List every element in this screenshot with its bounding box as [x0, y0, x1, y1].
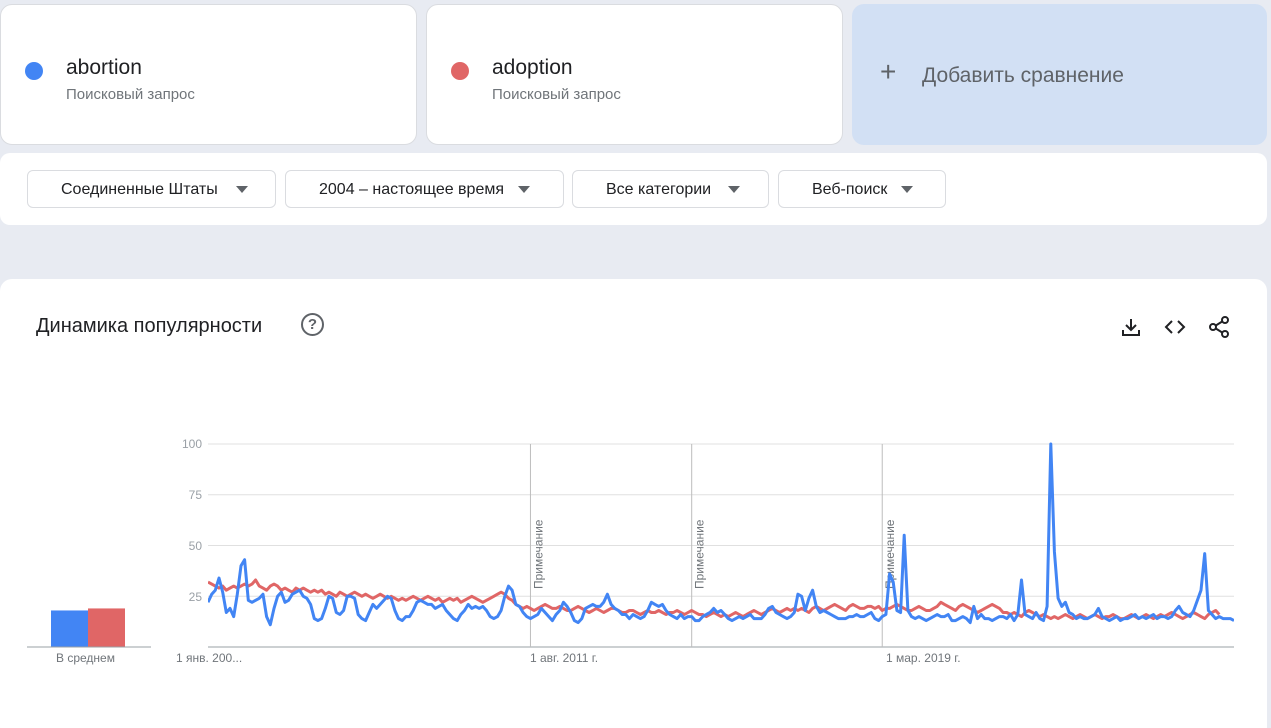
interest-over-time-card: Динамика популярности ? В среднем 100 75…	[0, 279, 1267, 728]
average-label: В среднем	[56, 651, 115, 665]
add-comparison-button[interactable]: + Добавить сравнение	[852, 4, 1267, 145]
note-label: Примечание	[531, 519, 545, 589]
series-line-abortion	[208, 442, 1234, 627]
embed-code-icon[interactable]	[1163, 315, 1187, 339]
chevron-down-icon	[728, 186, 740, 193]
note-label: Примечание	[693, 519, 707, 589]
region-label: Соединенные Штаты	[61, 181, 218, 198]
share-icon[interactable]	[1207, 315, 1231, 339]
interest-line-chart[interactable]: Примечание Примечание Примечание	[208, 429, 1234, 649]
filter-bar: Соединенные Штаты 2004 – настоящее время…	[0, 153, 1267, 225]
x-tick-label: 1 мар. 2019 г.	[886, 651, 961, 665]
term-card-abortion[interactable]: abortion Поисковый запрос	[0, 4, 417, 145]
average-bar-abortion	[51, 610, 88, 647]
search-type-label: Веб-поиск	[812, 181, 888, 198]
series-color-dot	[451, 62, 469, 80]
series-line-adoption	[208, 578, 1221, 621]
term-label[interactable]: adoption	[492, 56, 573, 79]
help-circle-icon[interactable]: ?	[301, 313, 324, 336]
note-label: Примечание	[883, 519, 897, 589]
add-comparison-label: Добавить сравнение	[922, 64, 1124, 87]
average-bar-chart	[27, 608, 151, 648]
average-bar-adoption	[88, 608, 125, 647]
term-label[interactable]: abortion	[66, 56, 142, 79]
time-range-label: 2004 – настоящее время	[319, 181, 505, 198]
y-tick-label: 75	[188, 488, 202, 502]
search-type-dropdown[interactable]: Веб-поиск	[778, 170, 946, 208]
plus-icon: +	[880, 56, 897, 87]
x-tick-label: 1 янв. 200...	[176, 651, 243, 665]
series-color-dot	[25, 62, 43, 80]
time-range-dropdown[interactable]: 2004 – настоящее время	[285, 170, 564, 208]
term-type-label: Поисковый запрос	[66, 86, 195, 103]
category-dropdown[interactable]: Все категории	[572, 170, 769, 208]
x-tick-label: 1 авг. 2011 г.	[530, 651, 599, 665]
chevron-down-icon	[236, 186, 248, 193]
term-type-label: Поисковый запрос	[492, 86, 621, 103]
term-card-adoption[interactable]: adoption Поисковый запрос	[426, 4, 843, 145]
download-icon[interactable]	[1119, 315, 1143, 339]
chevron-down-icon	[901, 186, 913, 193]
y-tick-label: 100	[181, 437, 202, 451]
region-dropdown[interactable]: Соединенные Штаты	[27, 170, 276, 208]
category-label: Все категории	[606, 181, 712, 198]
chart-title: Динамика популярности	[36, 315, 263, 337]
chevron-down-icon	[518, 186, 530, 193]
y-tick-label: 50	[188, 539, 202, 553]
y-tick-label: 25	[188, 590, 202, 604]
